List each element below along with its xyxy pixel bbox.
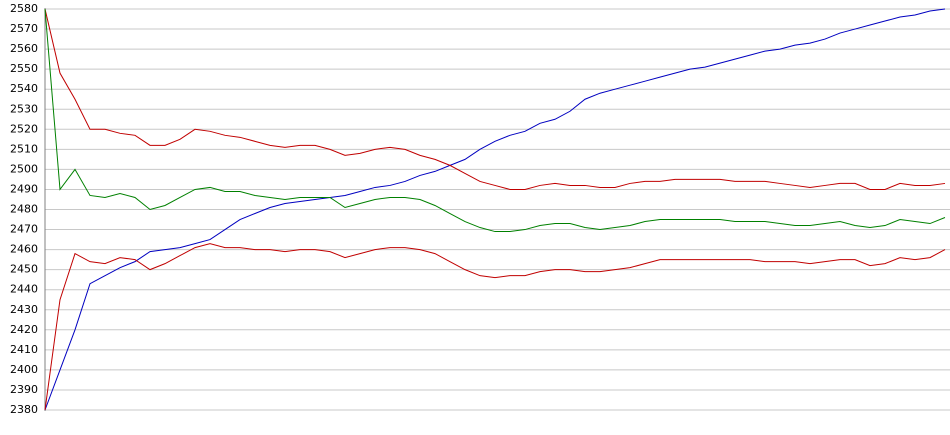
series-line: [44, 8, 946, 190]
y-tick-label: 2420: [10, 323, 38, 336]
y-tick-label: 2400: [10, 363, 38, 376]
y-tick-label: 2580: [10, 2, 38, 15]
y-tick-label: 2470: [10, 223, 38, 236]
y-tick-label: 2510: [10, 142, 38, 155]
y-tick-label: 2430: [10, 303, 38, 316]
y-tick-label: 2540: [10, 82, 38, 95]
series-line: [44, 8, 946, 233]
y-tick-label: 2520: [10, 122, 38, 135]
y-tick-label: 2570: [10, 22, 38, 35]
y-tick-label: 2460: [10, 243, 38, 256]
y-tick-label: 2380: [10, 403, 38, 416]
y-tick-label: 2410: [10, 343, 38, 356]
y-tick-label: 2480: [10, 203, 38, 216]
y-tick-label: 2450: [10, 263, 38, 276]
y-tick-label: 2530: [10, 102, 38, 115]
y-tick-label: 2500: [10, 162, 38, 175]
y-tick-label: 2560: [10, 42, 38, 55]
series-line: [44, 8, 946, 411]
y-tick-label: 2440: [10, 283, 38, 296]
series-line: [44, 243, 946, 411]
y-tick-label: 2390: [10, 383, 38, 396]
y-tick-label: 2550: [10, 62, 38, 75]
y-tick-label: 2490: [10, 182, 38, 195]
